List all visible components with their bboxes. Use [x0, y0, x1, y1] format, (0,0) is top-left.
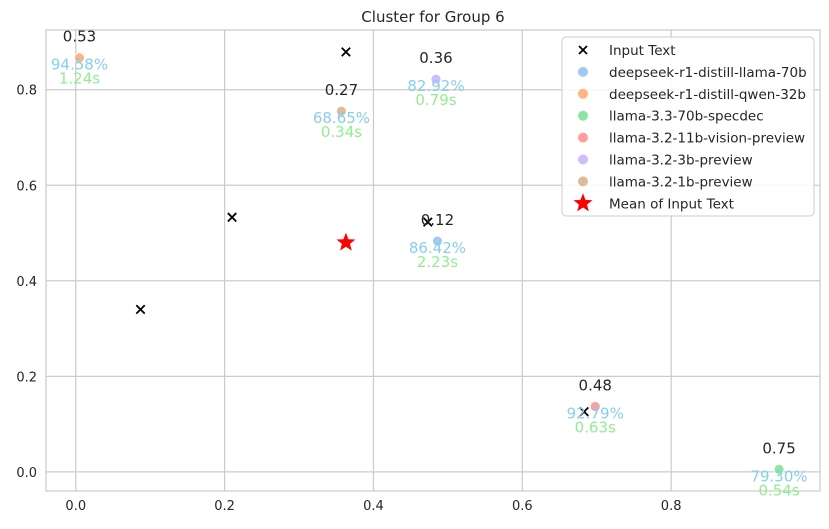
legend-entry: llama-3.2-1b-preview — [578, 174, 753, 190]
x-tick-label: 0.4 — [363, 499, 384, 514]
legend-box — [561, 36, 815, 217]
cross-stroke — [341, 47, 351, 57]
y-tick-label: 0.6 — [16, 179, 37, 194]
model-point — [773, 464, 785, 475]
legend-label: llama-3.3-70b-specdec — [609, 109, 764, 125]
legend-star-icon — [573, 193, 593, 212]
legend-dot-icon — [578, 176, 588, 187]
time-label: 2.23s — [417, 253, 458, 271]
x-tick-label: 0.0 — [65, 499, 86, 514]
legend-entry: Mean of Input Text — [573, 193, 734, 212]
score-label: 0.53 — [63, 28, 96, 46]
legend-entry: Input Text — [578, 43, 676, 59]
accuracy-label: 82.92% — [407, 77, 464, 95]
legend-label: Input Text — [609, 43, 676, 59]
input-text-marker — [422, 217, 433, 227]
y-tick-label: 0.2 — [16, 370, 37, 385]
input-text-marker — [227, 212, 237, 223]
mean-star-marker — [336, 232, 356, 251]
score-label: 0.48 — [579, 376, 612, 394]
score-label: 0.12 — [421, 211, 454, 229]
x-tick-label: 0.2 — [214, 499, 235, 514]
tick-labels: 0.0 0.2 0.4 0.6 0.8 0.0 0.2 0.4 0.6 0.8 — [16, 84, 681, 514]
legend-label: llama-3.2-3b-preview — [609, 153, 753, 169]
model-point — [430, 73, 442, 85]
data-marks — [74, 47, 785, 475]
time-label: 0.79s — [415, 91, 456, 109]
chart-title: Cluster for Group 6 — [361, 8, 504, 26]
legend-entry: deepseek-r1-distill-qwen-32b — [578, 87, 806, 103]
legend-label: Mean of Input Text — [609, 196, 734, 212]
time-label: 1.24s — [59, 70, 100, 88]
cross-stroke — [135, 304, 146, 315]
legend-label: deepseek-r1-distill-llama-70b — [609, 65, 807, 81]
accuracy-label: 92.79% — [567, 404, 624, 422]
cross-stroke — [422, 217, 433, 227]
legend-label: llama-3.2-1b-preview — [609, 174, 753, 190]
score-label: 0.36 — [419, 49, 452, 67]
legend-dot-icon — [578, 154, 588, 165]
legend-entry: deepseek-r1-distill-llama-70b — [578, 65, 807, 81]
model-point — [589, 401, 601, 412]
legend-entry: llama-3.3-70b-specdec — [578, 109, 764, 125]
plot-frame — [45, 29, 821, 492]
x-tick-label: 0.6 — [512, 499, 533, 514]
legend-label: llama-3.2-11b-vision-preview — [609, 131, 805, 147]
cross-stroke — [227, 212, 237, 223]
accuracy-label: 79.30% — [750, 468, 807, 486]
legend-entry: llama-3.2-3b-preview — [578, 153, 753, 169]
input-text-marker — [341, 47, 351, 57]
time-label: 0.54s — [758, 482, 799, 500]
legend-cross-icon — [578, 45, 588, 55]
model-point — [74, 52, 85, 64]
legend-dot-icon — [578, 132, 588, 143]
time-label: 0.63s — [575, 418, 616, 436]
model-point — [432, 235, 443, 247]
accuracy-label: 94.58% — [51, 56, 108, 74]
legend: Input Text deepseek-r1-distill-llama-70b d… — [561, 36, 815, 217]
accuracy-label: 86.42% — [409, 239, 466, 257]
x-tick-label: 0.8 — [661, 499, 682, 514]
y-tick-label: 0.0 — [16, 466, 37, 481]
legend-dot-icon — [578, 110, 588, 121]
score-label: 0.75 — [762, 440, 795, 458]
legend-dot-icon — [578, 88, 588, 99]
legend-dot-icon — [578, 66, 588, 77]
legend-entry: llama-3.2-11b-vision-preview — [578, 131, 805, 147]
accuracy-label: 68.65% — [313, 109, 370, 127]
input-text-marker — [579, 406, 589, 417]
annotations: 0.12 86.42%2.23s 0.53 94.58%1.24s 0.75 79.30%… — [51, 28, 808, 500]
cross-stroke — [579, 406, 589, 417]
input-text-marker — [135, 304, 146, 315]
model-point — [336, 105, 347, 117]
score-label: 0.27 — [325, 81, 358, 99]
time-label: 0.34s — [321, 123, 362, 141]
y-tick-label: 0.8 — [16, 84, 37, 99]
legend-label: deepseek-r1-distill-qwen-32b — [609, 87, 806, 103]
y-tick-label: 0.4 — [16, 275, 37, 290]
